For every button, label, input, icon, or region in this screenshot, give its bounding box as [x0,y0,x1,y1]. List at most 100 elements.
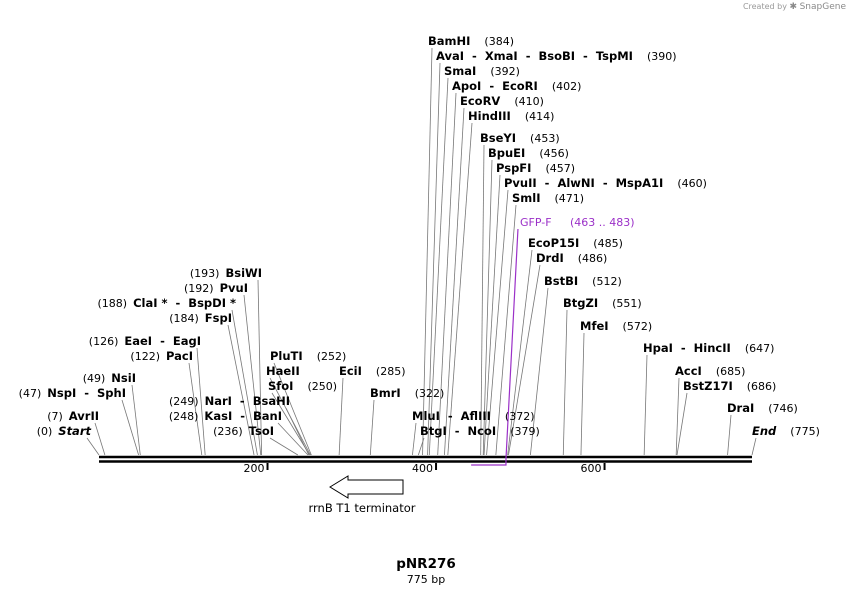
leader-line [257,279,263,456]
site-haeii[interactable]: HaeII [266,364,300,378]
site-name: EciI [339,364,362,378]
leader-line [675,377,680,456]
site-name: BmrI [370,386,401,400]
site-nspi[interactable]: NspI - SphI (47) [19,386,126,400]
site-name: BtgZI [563,296,598,310]
site-btgzi[interactable]: BtgZI (551) [563,296,642,310]
site-position: (392) [490,65,520,78]
site-eaei[interactable]: EaeI - EagI (126) [89,334,201,348]
site-smli[interactable]: SmlI (471) [512,191,584,205]
leader-line [285,407,310,456]
site-position: (47) [19,387,42,400]
site-position: (249) [169,395,199,408]
site-name: NarI - BsaHI [205,394,290,408]
leader-line [486,189,509,456]
site-name: TsoI [249,424,274,438]
site-position: (685) [716,365,746,378]
site-name: SmlI [512,191,541,205]
site-ecii[interactable]: EciI (285) [339,364,406,378]
site-sfoi[interactable]: SfoI (250) [268,379,337,393]
site-nsii[interactable]: NsiI (49) [83,371,136,385]
primer-gfp-f[interactable]: GFP-F (463 .. 483) [471,216,635,466]
site-paci[interactable]: PacI (122) [130,349,193,363]
site-bsiwi[interactable]: BsiWI (193) [190,266,262,280]
primer-name: GFP-F [520,216,552,229]
site-position: (471) [555,192,585,205]
site-apoi[interactable]: ApoI - EcoRI (402) [452,79,581,93]
site-position: (379) [510,425,540,438]
site-ecop15i[interactable]: EcoP15I (485) [528,236,623,250]
site-position: (372) [505,410,535,423]
site-name: HaeII [266,364,300,378]
leader-line [482,159,493,456]
site-hpai[interactable]: HpaI - HincII (647) [643,341,774,355]
site-avrii[interactable]: AvrII (7) [47,409,99,423]
site-bseyi[interactable]: BseYI (453) [480,131,560,145]
site-name: BstZ17I [683,379,733,393]
leader-line [427,62,441,456]
site-fspi[interactable]: FspI (184) [169,311,232,325]
site-bpuei[interactable]: BpuEI (456) [488,146,569,160]
leader-line [580,332,585,456]
site-pvuii[interactable]: PvuII - AlwNI - MspA1I (460) [504,176,707,190]
site-name: DrdI [536,251,564,265]
site-nari[interactable]: NarI - BsaHI (249) [169,394,290,408]
site-drai[interactable]: DraI (746) [727,401,798,415]
site-hindiii[interactable]: HindIII (414) [468,109,554,123]
site-mlui[interactable]: MluI - AflIII (372) [412,409,535,423]
site-name: DraI [727,401,754,415]
site-avai[interactable]: AvaI - XmaI - BsoBI - TspMI (390) [436,49,677,63]
site-name: SmaI [444,64,476,78]
site-position: (49) [83,372,106,385]
site-name: EcoP15I [528,236,579,250]
site-name: AvrII [69,409,99,423]
site-position: (122) [130,350,160,363]
axis-ticks: 200 400 600 [244,462,606,475]
tick-label: 600 [581,462,602,475]
site-kasi[interactable]: KasI - BanI (248) [169,409,282,423]
leader-line [273,362,312,456]
site-position: (460) [677,177,707,190]
site-acci[interactable]: AccI (685) [675,364,745,378]
site-smai[interactable]: SmaI (392) [444,64,520,78]
site-bmri[interactable]: BmrI (322) [370,386,444,400]
site-position: (193) [190,267,220,280]
site-pluti[interactable]: PluTI (252) [270,349,346,363]
feature-rrnb-t1-terminator[interactable]: rrnB T1 terminator [309,475,416,515]
site-bamhi[interactable]: BamHI (384) [428,34,514,48]
tick-label: 200 [244,462,265,475]
leader-line [412,422,417,456]
site-clai[interactable]: ClaI * - BspDI * (188) [97,296,236,310]
site-position: (126) [89,335,119,348]
site-mfei[interactable]: MfeI (572) [580,319,652,333]
site-tsoi[interactable]: TsoI (236) [213,424,274,438]
site-start[interactable]: Start (0) [37,424,92,438]
site-position: (775) [790,425,820,438]
site-bstbi[interactable]: BstBI (512) [544,274,622,288]
plasmid-length: 775 bp [407,573,445,586]
site-position: (414) [525,110,555,123]
site-name: HpaI - HincII [643,341,731,355]
leader-line [676,392,688,456]
site-pspfi[interactable]: PspFI (457) [496,161,575,175]
site-pvui[interactable]: PvuI (192) [184,281,248,295]
site-ecorv[interactable]: EcoRV (410) [460,94,544,108]
site-name: NspI - SphI [47,386,126,400]
site-position: (572) [623,320,653,333]
site-position: (486) [578,252,608,265]
leader-line [562,309,568,456]
leader-line [86,437,100,456]
site-position: (250) [307,380,337,393]
site-position: (248) [169,410,199,423]
site-bstz17i[interactable]: BstZ17I (686) [683,379,776,393]
site-position: (647) [745,342,775,355]
leader-line [643,354,648,456]
site-name: AccI [675,364,702,378]
site-position: (485) [593,237,623,250]
site-position: (188) [97,297,127,310]
site-end[interactable]: End (775) [752,424,820,438]
site-btgi[interactable]: BtgI - NcoI (379) [420,424,540,438]
site-drdi[interactable]: DrdI (486) [536,251,607,265]
leader-line [131,384,141,456]
site-position: (192) [184,282,214,295]
